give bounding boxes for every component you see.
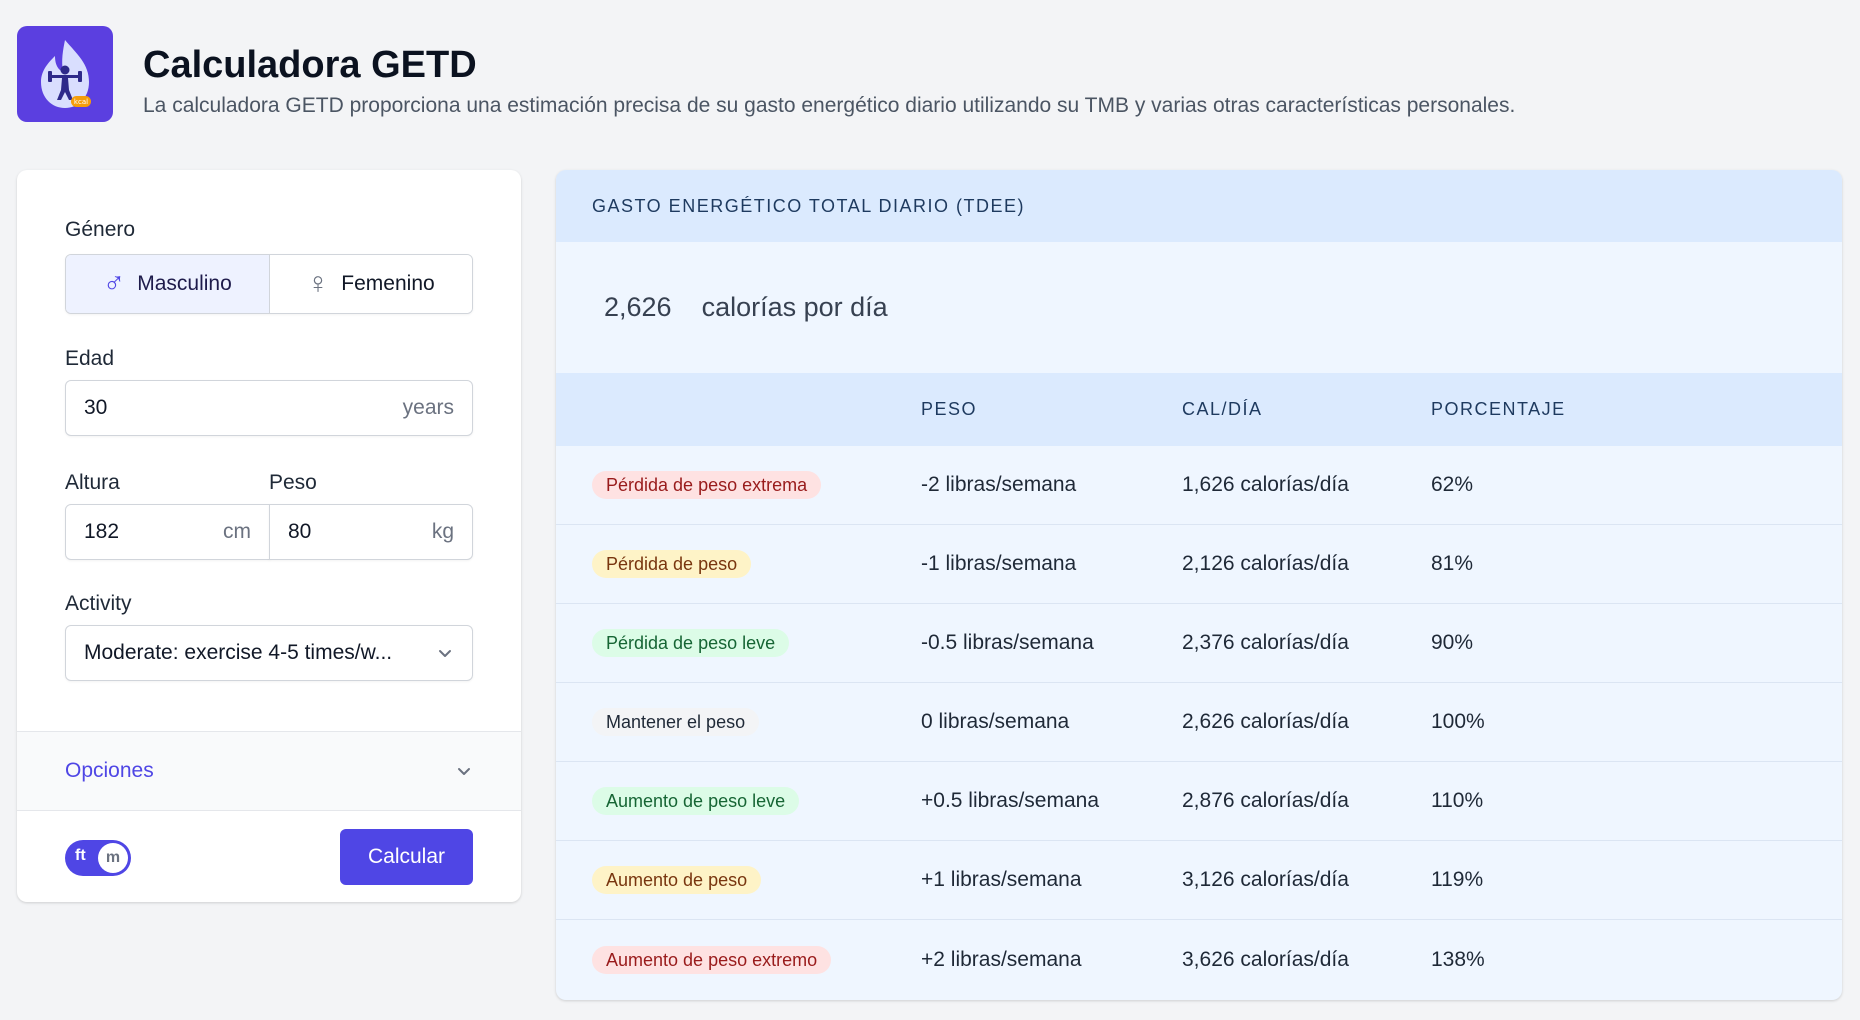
height-label: Altura [65, 471, 120, 494]
weight-cell: -2 libras/semana [921, 473, 1077, 496]
flame-weightlifter-icon: kcal [41, 40, 91, 108]
results-header: GASTO ENERGÉTICO TOTAL DIARIO (TDEE) [556, 170, 1842, 242]
weight-cell: +2 libras/semana [921, 947, 1082, 971]
chevron-down-icon [439, 650, 451, 657]
calories-cell: 2,376 calorías/día [1182, 631, 1349, 654]
weight-cell: -1 libras/semana [921, 552, 1077, 575]
table-row: Pérdida de peso -1 libras/semana 2,126 c… [556, 525, 1842, 604]
activity-value: Moderate: exercise 4-5 times/w... [84, 641, 393, 664]
weight-value: 80 [288, 520, 312, 543]
female-icon: ♀ [306, 267, 330, 300]
age-input[interactable]: 30 years [65, 380, 473, 436]
height-input[interactable]: 182 cm [65, 504, 270, 560]
page-title: Calculadora GETD [143, 44, 477, 86]
calculator-form: Género ♂ Masculino ♀ Femenino Edad 30 ye… [17, 170, 521, 902]
options-toggle[interactable]: Opciones [17, 731, 521, 811]
column-header-calories: CAL/DÍA [1182, 399, 1263, 419]
column-header-weight: PESO [921, 399, 978, 419]
tdee-unit: calorías por día [701, 292, 888, 322]
weight-cell: 0 libras/semana [921, 710, 1070, 733]
goal-badge: Aumento de peso extremo [592, 945, 832, 974]
calories-cell: 2,626 calorías/día [1182, 710, 1349, 733]
goal-badge: Pérdida de peso extrema [592, 471, 822, 499]
calories-cell: 3,126 calorías/día [1182, 868, 1349, 891]
table-row: Aumento de peso +1 libras/semana 3,126 c… [556, 841, 1842, 920]
percentage-cell: 81% [1431, 552, 1474, 575]
chevron-down-icon [458, 768, 470, 775]
height-unit: cm [223, 520, 251, 543]
percentage-cell: 100% [1431, 710, 1485, 733]
gender-female-button[interactable]: ♀ Femenino [269, 255, 472, 313]
percentage-cell: 62% [1431, 473, 1474, 496]
male-icon: ♂ [102, 267, 126, 300]
weight-cell: -0.5 libras/semana [921, 631, 1094, 654]
percentage-cell: 110% [1431, 789, 1484, 812]
unit-system-switch[interactable]: ft m [65, 840, 131, 876]
percentage-cell: 119% [1431, 868, 1484, 891]
activity-select[interactable]: Moderate: exercise 4-5 times/w... [65, 625, 473, 681]
calories-cell: 3,626 calorías/día [1182, 947, 1349, 971]
results-panel: GASTO ENERGÉTICO TOTAL DIARIO (TDEE) 2,6… [556, 170, 1842, 1000]
table-header: PESO CAL/DÍA PORCENTAJE [556, 373, 1842, 446]
gender-toggle: ♂ Masculino ♀ Femenino [65, 254, 473, 314]
gender-female-label: Femenino [341, 272, 435, 295]
app-logo: kcal [17, 26, 113, 122]
age-label: Edad [65, 347, 115, 370]
activity-label: Activity [65, 592, 132, 615]
calories-cell: 1,626 calorías/día [1182, 473, 1349, 496]
calories-cell: 2,126 calorías/día [1182, 552, 1349, 575]
calculate-button[interactable]: Calcular [340, 829, 473, 885]
gender-label: Género [65, 218, 136, 241]
unit-ft-label: ft [75, 847, 86, 864]
weight-label: Peso [269, 471, 317, 494]
tdee-summary: 2,626 calorías por día [556, 242, 1842, 373]
weight-cell: +1 libras/semana [921, 868, 1082, 891]
column-header-percentage: PORCENTAJE [1431, 399, 1566, 419]
percentage-cell: 90% [1431, 631, 1474, 654]
goal-badge: Mantener el peso [592, 708, 760, 736]
goal-badge: Aumento de peso leve [592, 787, 800, 815]
unit-m-knob: m [98, 843, 128, 873]
page-subtitle: La calculadora GETD proporciona una esti… [143, 94, 1516, 117]
percentage-cell: 138% [1431, 947, 1485, 971]
table-row: Aumento de peso leve +0.5 libras/semana … [556, 762, 1842, 841]
age-value: 30 [84, 396, 108, 419]
table-row: Mantener el peso 0 libras/semana 2,626 c… [556, 683, 1842, 762]
gender-male-label: Masculino [137, 272, 232, 295]
gender-male-button[interactable]: ♂ Masculino [66, 255, 270, 313]
table-row: Pérdida de peso leve -0.5 libras/semana … [556, 604, 1842, 683]
calories-cell: 2,876 calorías/día [1182, 789, 1349, 812]
weight-cell: +0.5 libras/semana [921, 789, 1100, 812]
table-row: Pérdida de peso extrema -2 libras/semana… [556, 446, 1842, 525]
options-label: Opciones [65, 759, 154, 782]
logo-badge: kcal [74, 98, 88, 106]
height-value: 182 [84, 520, 120, 543]
age-unit: years [402, 396, 454, 419]
page-header: kcal Calculadora GETD La calculadora GET… [17, 26, 1515, 122]
goal-badge: Pérdida de peso leve [592, 629, 790, 657]
table-row: Aumento de peso extremo +2 libras/semana… [556, 920, 1842, 999]
goal-badge: Aumento de peso [592, 866, 762, 894]
weight-input[interactable]: 80 kg [269, 504, 473, 560]
goal-badge: Pérdida de peso [592, 550, 752, 578]
tdee-value: 2,626 [604, 292, 672, 322]
weight-unit: kg [431, 520, 454, 543]
